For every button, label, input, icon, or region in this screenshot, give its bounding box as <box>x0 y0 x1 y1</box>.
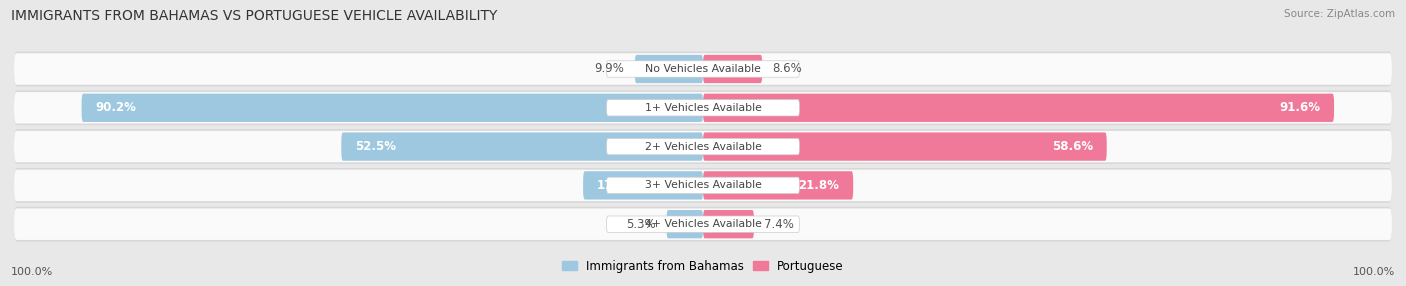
FancyBboxPatch shape <box>82 94 703 122</box>
FancyBboxPatch shape <box>666 210 703 238</box>
FancyBboxPatch shape <box>634 55 703 83</box>
Text: 2+ Vehicles Available: 2+ Vehicles Available <box>644 142 762 152</box>
FancyBboxPatch shape <box>703 94 1334 122</box>
FancyBboxPatch shape <box>606 177 800 194</box>
Text: IMMIGRANTS FROM BAHAMAS VS PORTUGUESE VEHICLE AVAILABILITY: IMMIGRANTS FROM BAHAMAS VS PORTUGUESE VE… <box>11 9 498 23</box>
FancyBboxPatch shape <box>606 61 800 77</box>
Text: 1+ Vehicles Available: 1+ Vehicles Available <box>644 103 762 113</box>
FancyBboxPatch shape <box>14 207 1392 242</box>
Legend: Immigrants from Bahamas, Portuguese: Immigrants from Bahamas, Portuguese <box>558 255 848 277</box>
FancyBboxPatch shape <box>703 132 1107 161</box>
Text: 21.8%: 21.8% <box>799 179 839 192</box>
FancyBboxPatch shape <box>703 210 754 238</box>
FancyBboxPatch shape <box>14 90 1392 125</box>
FancyBboxPatch shape <box>14 168 1392 203</box>
Text: 90.2%: 90.2% <box>96 101 136 114</box>
FancyBboxPatch shape <box>606 138 800 155</box>
FancyBboxPatch shape <box>606 216 800 233</box>
FancyBboxPatch shape <box>14 51 1392 86</box>
Text: 8.6%: 8.6% <box>772 63 803 76</box>
FancyBboxPatch shape <box>606 100 800 116</box>
Text: 4+ Vehicles Available: 4+ Vehicles Available <box>644 219 762 229</box>
Text: 17.4%: 17.4% <box>598 179 638 192</box>
FancyBboxPatch shape <box>14 208 1392 240</box>
Text: 58.6%: 58.6% <box>1052 140 1092 153</box>
Text: 100.0%: 100.0% <box>1353 267 1395 277</box>
Text: 5.3%: 5.3% <box>627 218 657 231</box>
Text: 100.0%: 100.0% <box>11 267 53 277</box>
Text: Source: ZipAtlas.com: Source: ZipAtlas.com <box>1284 9 1395 19</box>
FancyBboxPatch shape <box>14 170 1392 201</box>
FancyBboxPatch shape <box>703 171 853 200</box>
FancyBboxPatch shape <box>342 132 703 161</box>
FancyBboxPatch shape <box>703 55 762 83</box>
FancyBboxPatch shape <box>14 92 1392 124</box>
Text: 9.9%: 9.9% <box>595 63 624 76</box>
Text: 52.5%: 52.5% <box>356 140 396 153</box>
Text: 7.4%: 7.4% <box>765 218 794 231</box>
Text: No Vehicles Available: No Vehicles Available <box>645 64 761 74</box>
FancyBboxPatch shape <box>14 129 1392 164</box>
FancyBboxPatch shape <box>14 53 1392 85</box>
Text: 3+ Vehicles Available: 3+ Vehicles Available <box>644 180 762 190</box>
FancyBboxPatch shape <box>14 131 1392 162</box>
FancyBboxPatch shape <box>583 171 703 200</box>
Text: 91.6%: 91.6% <box>1279 101 1320 114</box>
